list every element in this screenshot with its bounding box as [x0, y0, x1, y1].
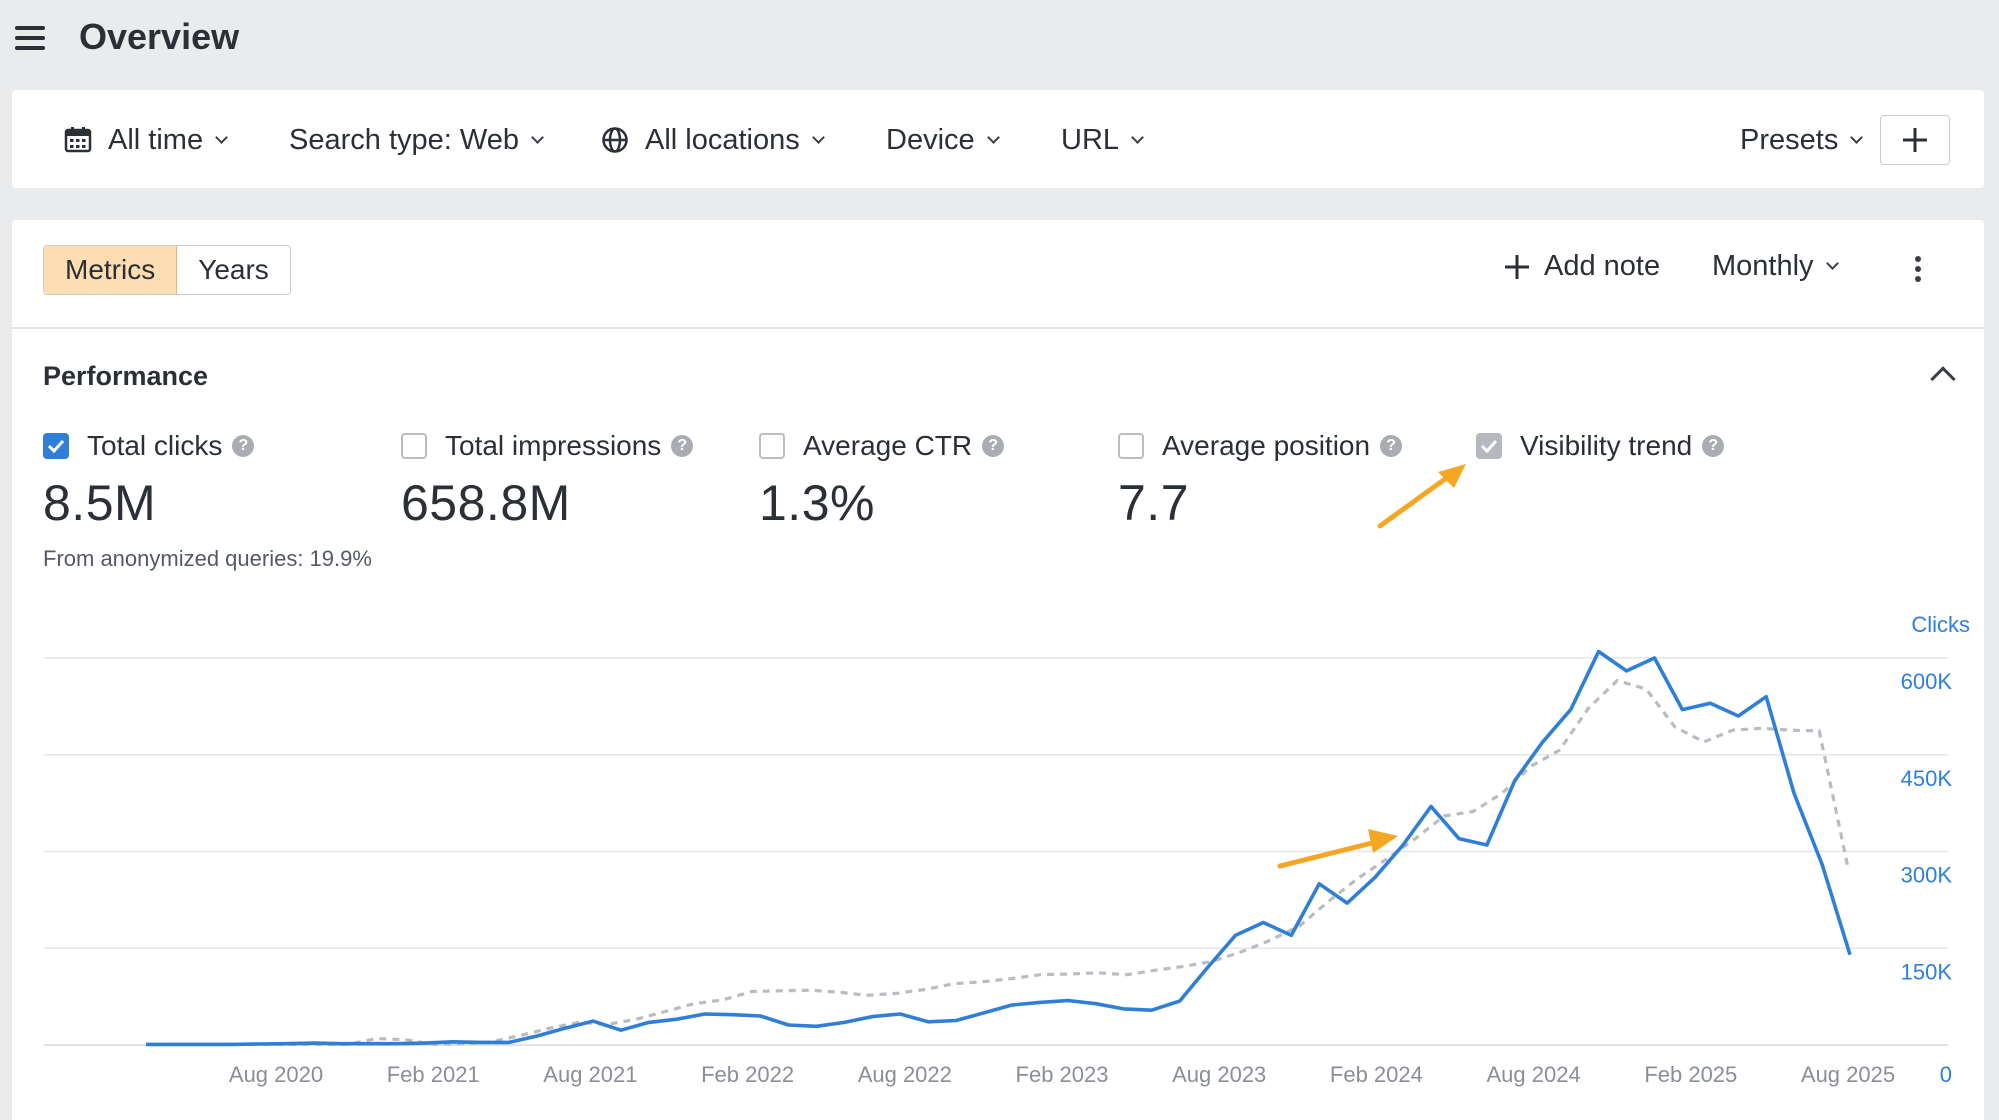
average-ctr-checkbox[interactable]	[759, 433, 785, 459]
help-icon[interactable]: ?	[671, 435, 694, 457]
section-title: Performance	[43, 361, 209, 391]
help-icon[interactable]: ?	[982, 435, 1005, 457]
page-title: Overview	[79, 16, 240, 57]
visibility-trend-line	[146, 678, 1850, 1047]
average-position-checkbox[interactable]	[1118, 433, 1144, 459]
y-tick-label: 450K	[1901, 766, 1953, 791]
visibility-trend-checkbox[interactable]	[1476, 433, 1502, 459]
x-tick-label: Feb 2023	[1016, 1062, 1109, 1087]
metric-average-position: Average position ? 7.7	[1118, 430, 1403, 532]
anonymized-queries-note: From anonymized queries: 19.9%	[43, 546, 372, 571]
metric-label: Average CTR	[803, 430, 973, 461]
metric-value: 1.3%	[759, 475, 875, 531]
metric-label: Visibility trend	[1520, 430, 1693, 461]
locations-label: All locations	[645, 123, 800, 156]
add-note-label: Add note	[1544, 250, 1661, 282]
metric-total-clicks: Total clicks ? 8.5M	[43, 430, 255, 532]
more-options-icon[interactable]	[1912, 256, 1924, 288]
plus-icon	[1903, 128, 1927, 152]
device-dropdown[interactable]: Device	[886, 120, 1000, 160]
x-tick-label: Aug 2024	[1486, 1062, 1580, 1087]
metric-total-impressions: Total impressions ? 658.8M	[401, 430, 694, 532]
plus-icon	[1505, 254, 1529, 279]
url-label: URL	[1061, 123, 1120, 156]
metric-value: 7.7	[1118, 475, 1190, 531]
help-icon[interactable]: ?	[1702, 435, 1725, 457]
y-tick-label: 600K	[1901, 669, 1953, 694]
globe-icon	[601, 126, 629, 154]
total-clicks-line	[146, 649, 1852, 1047]
total-impressions-checkbox[interactable]	[401, 433, 427, 459]
tab-years[interactable]: Years	[198, 254, 269, 285]
tab-metrics[interactable]: Metrics	[44, 246, 178, 294]
view-toggle: Metrics Years	[43, 245, 291, 295]
metric-label: Total clicks	[87, 430, 223, 461]
top-bar: Overview	[0, 0, 1999, 88]
presets-label: Presets	[1740, 123, 1839, 156]
interval-dropdown[interactable]: Monthly	[1712, 250, 1839, 283]
total-clicks-checkbox[interactable]	[43, 433, 69, 459]
search-type-dropdown[interactable]: Search type: Web	[289, 120, 544, 160]
interval-label: Monthly	[1712, 250, 1814, 282]
url-dropdown[interactable]: URL	[1061, 120, 1144, 160]
date-range-label: All time	[108, 123, 204, 156]
x-tick-label: Feb 2025	[1644, 1062, 1737, 1087]
metric-visibility-trend: Visibility trend ?	[1476, 430, 1725, 462]
x-tick-label: Aug 2020	[229, 1062, 323, 1087]
metric-value: 8.5M	[43, 475, 157, 531]
y-tick-label: 0	[1940, 1062, 1952, 1087]
calendar-icon	[64, 126, 92, 154]
y-tick-label: 300K	[1901, 863, 1953, 888]
y-tick-label: 150K	[1901, 959, 1953, 984]
add-filter-button[interactable]	[1880, 115, 1950, 165]
locations-dropdown[interactable]: All locations	[601, 120, 825, 160]
metric-value: 658.8M	[401, 475, 571, 531]
hamburger-menu-icon[interactable]	[15, 26, 45, 50]
x-tick-label: Aug 2025	[1801, 1062, 1895, 1087]
x-tick-label: Feb 2021	[387, 1062, 480, 1087]
device-label: Device	[886, 123, 975, 156]
presets-dropdown[interactable]: Presets	[1740, 120, 1864, 160]
x-tick-label: Aug 2021	[543, 1062, 637, 1087]
date-range-dropdown[interactable]: All time	[64, 120, 228, 160]
metric-average-ctr: Average CTR ? 1.3%	[759, 430, 1005, 532]
performance-card: Metrics Years Add note Monthly Performan…	[12, 220, 1984, 1120]
x-tick-label: Feb 2022	[701, 1062, 794, 1087]
x-tick-label: Aug 2023	[1172, 1062, 1266, 1087]
help-icon[interactable]: ?	[1380, 435, 1403, 457]
metric-label: Average position	[1162, 430, 1371, 461]
add-note-button[interactable]: Add note	[1504, 250, 1660, 283]
filter-bar: All time Search type: Web All locations …	[12, 90, 1984, 188]
help-icon[interactable]: ?	[232, 435, 255, 457]
annotation-arrow-icon	[1377, 464, 1466, 529]
metric-label: Total impressions	[445, 430, 662, 461]
search-type-label: Search type: Web	[289, 123, 519, 156]
x-tick-label: Aug 2022	[858, 1062, 952, 1087]
divider	[12, 327, 1984, 329]
x-tick-label: Feb 2024	[1330, 1062, 1423, 1087]
y-axis-title: Clicks	[1911, 612, 1970, 637]
annotation-arrow-icon	[1277, 829, 1398, 869]
